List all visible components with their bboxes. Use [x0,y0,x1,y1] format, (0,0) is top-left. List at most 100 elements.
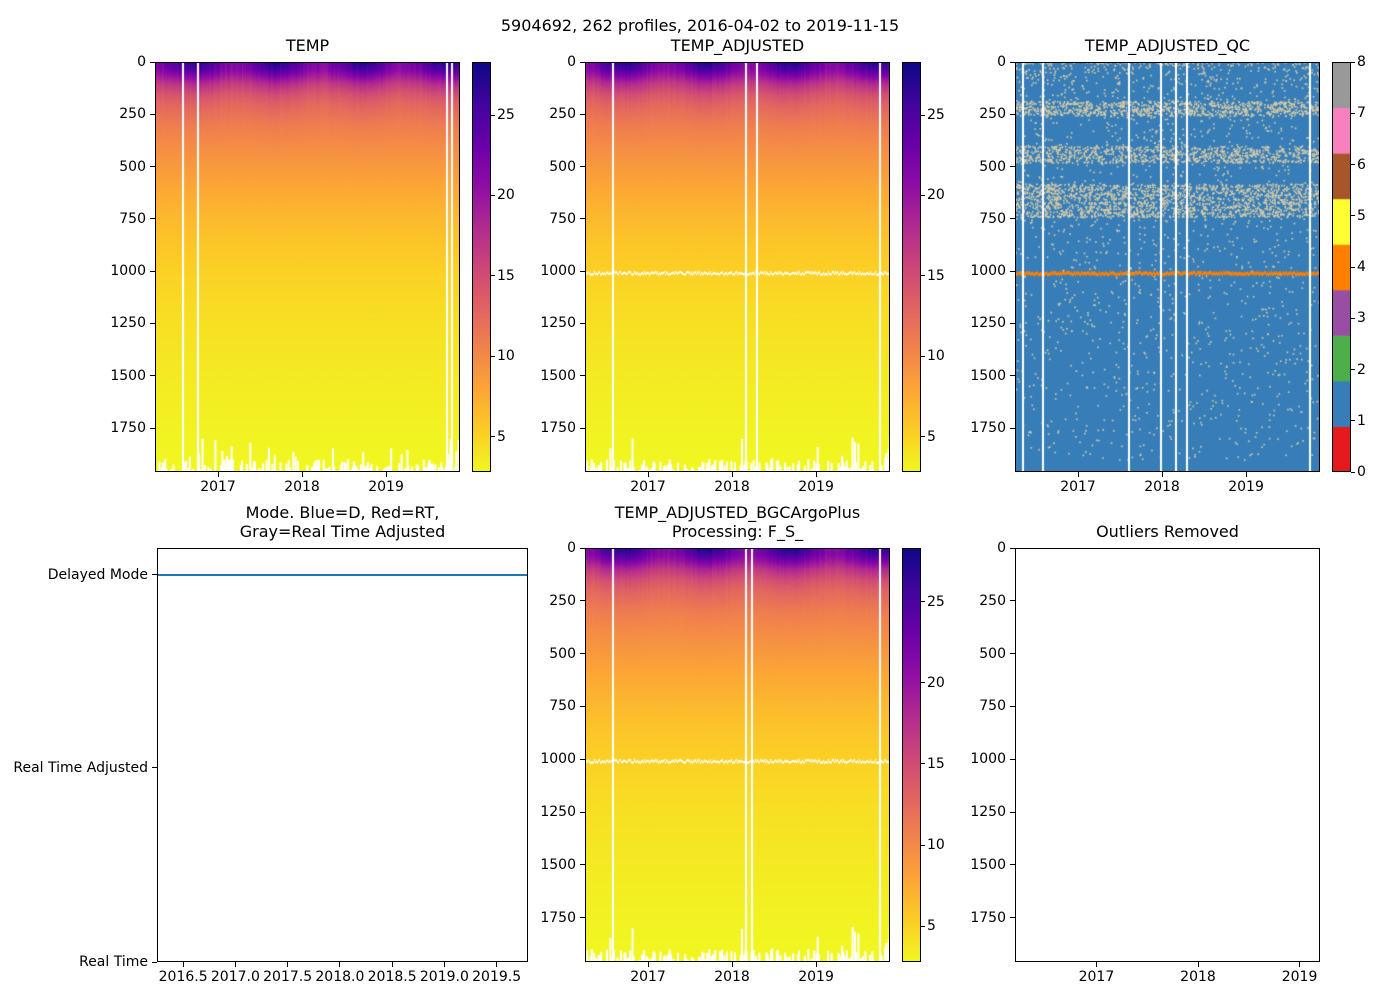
x-tick-mark [443,962,445,967]
x-tick-label: 2018.5 [367,969,417,985]
temp-colorbar-canvas [472,62,491,472]
y-tick-label: 250 [549,106,576,123]
temp-adjusted-qc-heatmap-canvas [1015,62,1320,472]
y-tick-mark [152,574,157,576]
colorbar-tick-label: 10 [927,837,945,854]
colorbar-tick-mark [1351,369,1355,370]
y-tick-label: 1500 [110,367,146,384]
y-tick-label: 1000 [540,751,576,768]
y-tick-mark [1010,917,1015,919]
y-tick-label: 250 [549,592,576,609]
colorbar-tick-label: 25 [927,107,945,124]
colorbar-tick-mark [491,194,495,196]
x-tick-mark [234,962,236,967]
y-tick-label: 1750 [110,420,146,437]
x-tick-label: 2017 [1060,479,1096,495]
y-tick-label: 250 [979,592,1006,609]
colorbar-tick-label: 0 [1357,464,1366,480]
y-tick-mark [150,322,155,324]
x-tick-mark [647,962,649,967]
y-tick-mark [150,166,155,168]
y-tick-label: 750 [979,698,1006,715]
x-tick-label: 2019 [798,969,834,985]
y-tick-label: 1000 [110,263,146,280]
subplot-temp-adjusted-qc-title: TEMP_ADJUSTED_QC [1084,36,1251,55]
y-tick-label: 750 [549,698,576,715]
y-tick-label: 1250 [540,804,576,821]
colorbar-tick-label: 25 [927,593,945,610]
x-tick-label: 2018 [714,969,750,985]
x-tick-mark [1077,472,1079,477]
subplot-temp-adjusted-bgc: TEMP_ADJUSTED_BGCArgoPlus Processing: F_… [540,503,890,985]
y-tick-label: 750 [549,210,576,227]
y-tick-label: 1500 [540,856,576,873]
y-tick-label: 250 [979,106,1006,123]
x-tick-mark [647,472,649,477]
colorbar-tick-label: 8 [1357,54,1366,70]
x-tick-label: 2019 [1228,479,1264,495]
y-tick-label: 1750 [970,420,1006,437]
y-tick-mark [580,917,585,919]
x-tick-mark [1245,472,1247,477]
figure-suptitle: 5904692, 262 profiles, 2016-04-02 to 201… [500,16,900,35]
y-tick-label: 1750 [970,909,1006,926]
temp-adjusted-colorbar: 5 10 15 20 25 [902,62,945,472]
subplot-processing-mode-title: Mode. Blue=D, Red=RT, Gray=Real Time Adj… [97,503,588,541]
y-tick-label: 750 [979,210,1006,227]
y-tick-mark [1010,705,1015,707]
y-tick-mark [1010,758,1015,760]
x-tick-mark [182,962,184,967]
bgc-title-line-2: Processing: F_S_ [671,522,804,541]
y-tick-mark [150,113,155,115]
colorbar-tick-mark [921,844,925,846]
x-tick-label: 2019 [798,479,834,495]
subplot-temp-adjusted-title: TEMP_ADJUSTED [670,36,805,55]
y-tick-label: 500 [979,645,1006,662]
y-tick-mark [152,961,157,963]
y-tick-mark [150,270,155,272]
y-tick-mark [150,427,155,429]
y-tick-mark [1010,375,1015,377]
colorbar-tick-label: 20 [497,187,515,204]
x-tick-mark [385,472,387,477]
colorbar-tick-label: 15 [927,267,945,284]
y-tick-mark [1010,322,1015,324]
colorbar-tick-mark [491,275,495,277]
subplot-outliers-removed-title: Outliers Removed [1096,522,1239,541]
subplot-temp: TEMP 0 250 500 750 1000 1250 1500 1750 2017 2018 2… [110,36,460,495]
y-tick-mark [1010,61,1015,63]
y-tick-mark [580,427,585,429]
y-tick-mark [580,653,585,655]
colorbar-tick-label: 2 [1357,361,1366,378]
subplot-outliers-removed: Outliers Removed 0 250 500 750 1000 1250 1500 1… [970,522,1320,985]
temp-heatmap-canvas [155,62,460,472]
y-tick-label: 1000 [970,263,1006,280]
colorbar-tick-mark [921,601,925,603]
y-tick-label: Real Time [79,954,148,970]
x-tick-label: 2017.5 [263,969,313,985]
colorbar-tick-label: 5 [927,428,936,445]
y-tick-mark [580,864,585,866]
y-tick-label: 500 [549,645,576,662]
y-tick-label: 250 [119,106,146,123]
y-tick-mark [1010,600,1015,602]
y-tick-label: 1250 [970,315,1006,332]
y-tick-mark [580,600,585,602]
y-tick-mark [1010,113,1015,115]
colorbar-tick-label: 25 [497,107,515,124]
y-tick-mark [580,166,585,168]
x-tick-mark [731,962,733,967]
colorbar-tick-mark [1351,266,1355,268]
y-tick-label: 1250 [540,315,576,332]
x-tick-label: 2018 [714,479,750,495]
x-tick-mark [339,962,341,967]
mode-axes-frame [157,548,528,962]
y-tick-mark [1010,427,1015,429]
y-tick-label: Delayed Mode [47,566,148,583]
colorbar-tick-label: 10 [927,348,945,365]
x-tick-mark [496,962,498,967]
colorbar-tick-mark [921,763,925,765]
temp-colorbar: 5 10 15 20 25 [472,62,515,472]
x-tick-label: 2018.0 [315,969,365,985]
